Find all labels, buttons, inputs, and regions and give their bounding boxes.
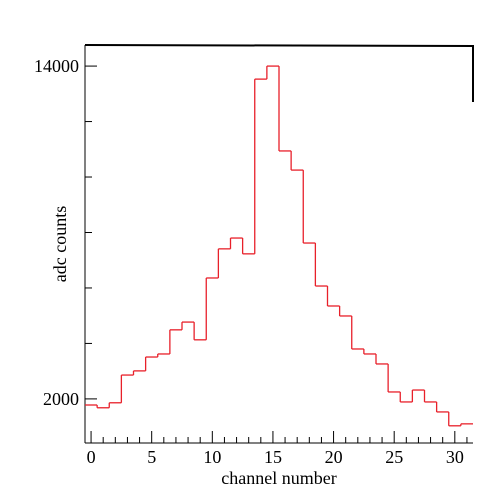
x-tick-label: 5 bbox=[147, 447, 156, 467]
x-tick-label: 20 bbox=[325, 447, 343, 467]
y-tick-label: 14000 bbox=[34, 56, 79, 76]
y-tick-label: 2000 bbox=[43, 389, 79, 409]
x-axis-label: channel number bbox=[221, 468, 336, 488]
x-tick-label: 10 bbox=[203, 447, 221, 467]
frame-top bbox=[84, 44, 474, 47]
x-tick-label: 25 bbox=[385, 447, 403, 467]
x-tick-label: 0 bbox=[87, 447, 96, 467]
x-tick-label: 30 bbox=[446, 447, 464, 467]
x-tick-label: 15 bbox=[264, 447, 282, 467]
y-axis-label: adc counts bbox=[50, 206, 70, 282]
